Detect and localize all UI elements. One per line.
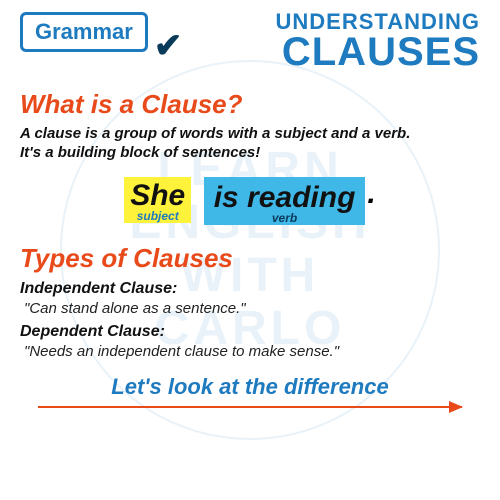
header-row: Grammar ✔ UNDERSTANDING CLAUSES: [20, 12, 480, 71]
dependent-title: Dependent Clause:: [20, 323, 480, 341]
intro-text: A clause is a group of words with a subj…: [20, 124, 480, 163]
footer-text: Let's look at the difference: [20, 374, 480, 400]
intro-line2: It's a building block of sentences!: [20, 144, 260, 161]
verb-word: is reading: [214, 181, 356, 214]
arrow-right-icon: [449, 401, 463, 413]
content-wrapper: Grammar ✔ UNDERSTANDING CLAUSES What is …: [20, 12, 480, 408]
grammar-badge: Grammar: [20, 12, 148, 52]
period: .: [367, 177, 375, 210]
subject-label: subject: [130, 209, 185, 223]
dependent-desc: "Needs an independent clause to make sen…: [24, 343, 480, 360]
subject-word: She: [130, 179, 185, 212]
title-big: CLAUSES: [276, 33, 480, 71]
verb-box: is reading verb: [204, 177, 366, 225]
subject-box: She subject: [124, 177, 191, 223]
independent-title: Independent Clause:: [20, 280, 480, 298]
independent-desc: "Can stand alone as a sentence.": [24, 300, 480, 317]
arrow-line: [38, 406, 461, 408]
footer: Let's look at the difference: [20, 374, 480, 408]
section1-heading: What is a Clause?: [20, 89, 480, 120]
title-block: UNDERSTANDING CLAUSES: [276, 12, 480, 71]
intro-line1: A clause is a group of words with a subj…: [20, 125, 410, 142]
section2-heading: Types of Clauses: [20, 243, 480, 274]
checkmark-icon: ✔: [154, 26, 183, 66]
example-sentence: She subject is reading verb .: [20, 177, 480, 225]
